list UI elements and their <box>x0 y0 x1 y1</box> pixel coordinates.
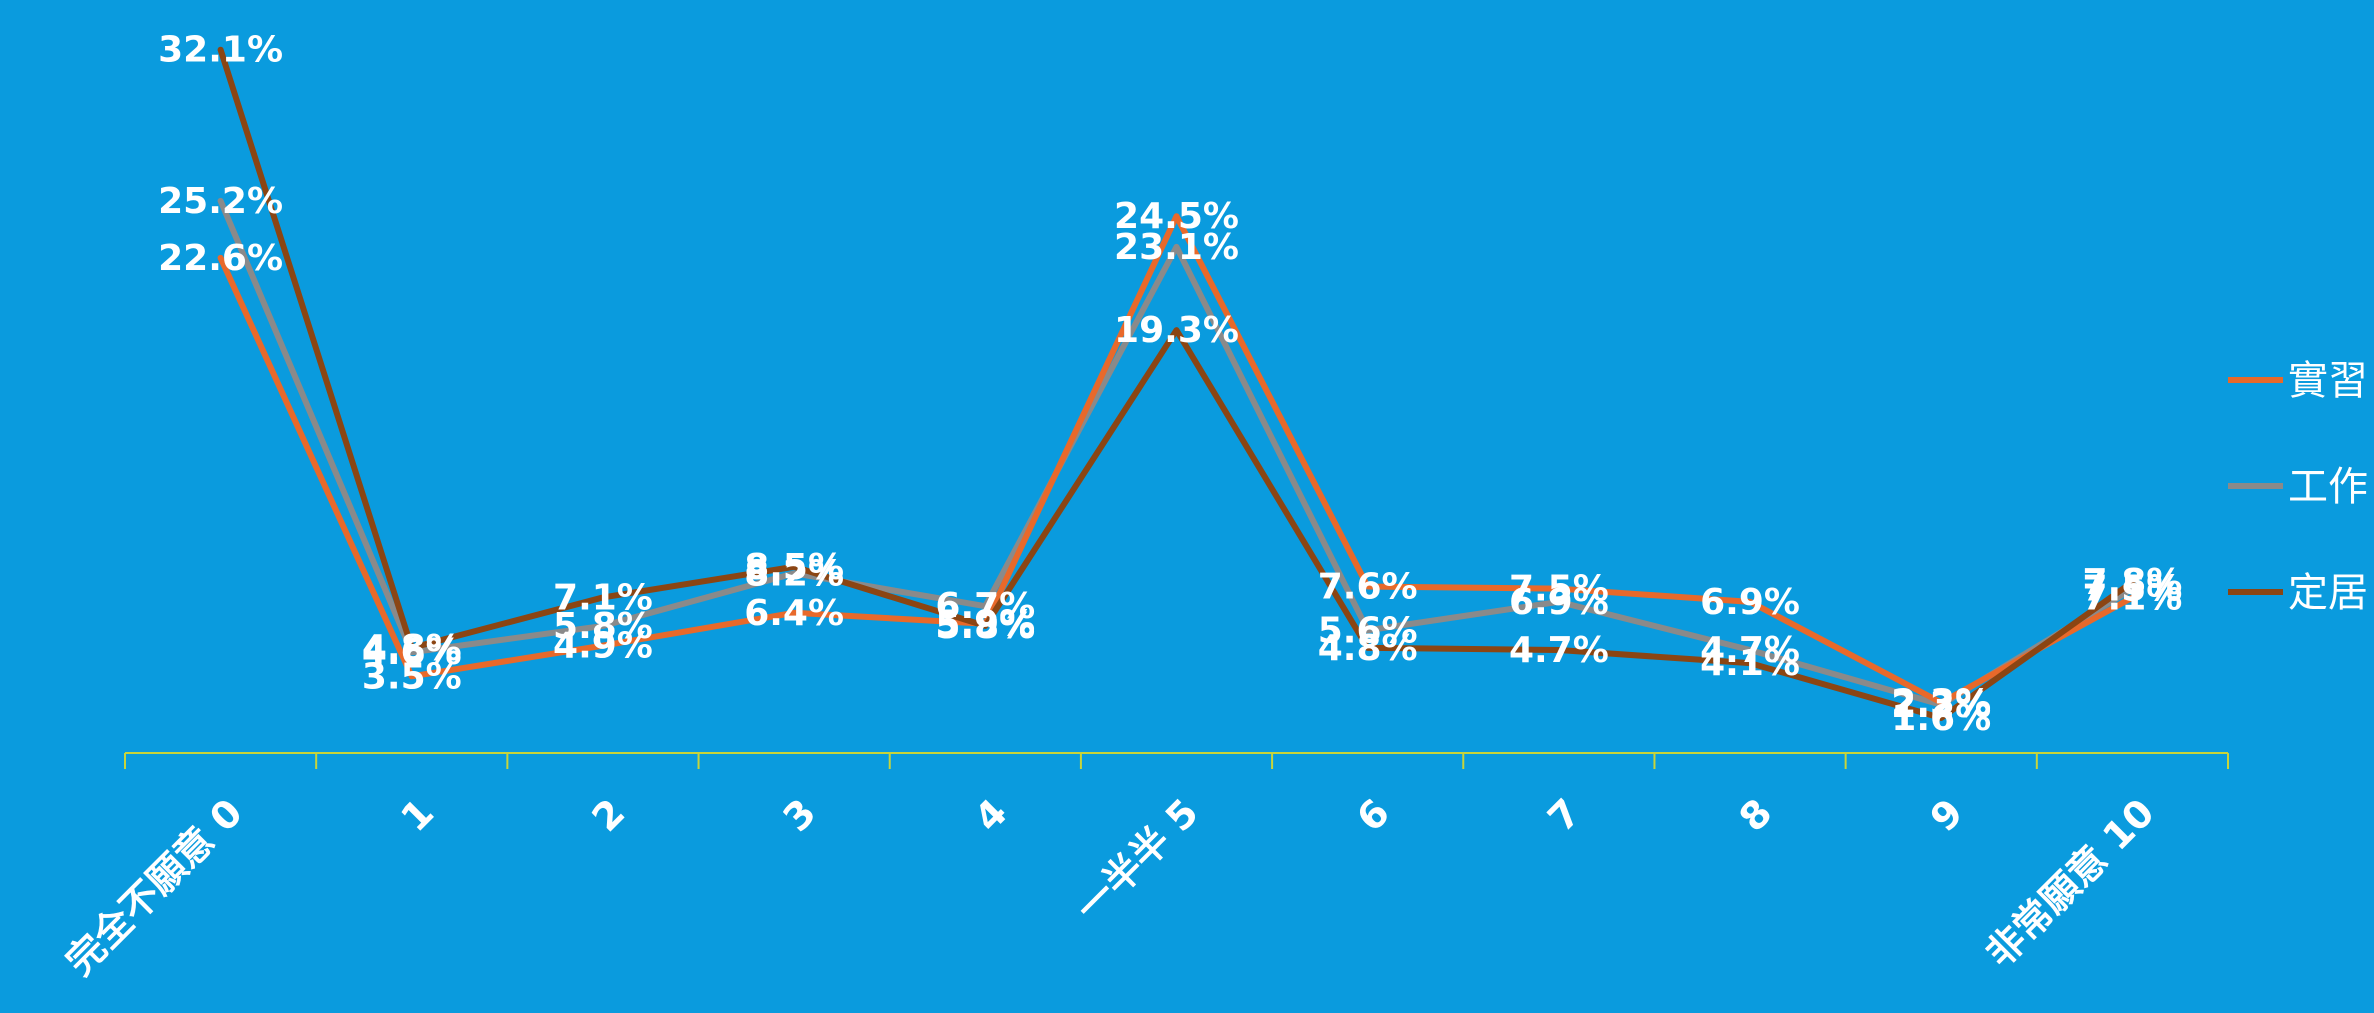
x-tick-label: 8 <box>1731 790 1781 840</box>
x-tick-label: 一半半 5 <box>1067 790 1207 930</box>
data-label: 7.5% <box>2082 569 2182 610</box>
data-label: 23.1% <box>1114 227 1239 268</box>
data-label: 8.2% <box>744 553 844 594</box>
legend-label: 工作 <box>2288 464 2368 510</box>
series-line-2 <box>217 197 2136 708</box>
x-tick-label: 6 <box>1348 790 1398 840</box>
data-label: 4.7% <box>1509 630 1609 671</box>
data-label: 7.1% <box>2082 577 2182 618</box>
data-label: 5.8% <box>935 606 1035 647</box>
data-label: 22.6% <box>158 238 283 279</box>
x-tick-label: 9 <box>1922 790 1972 840</box>
data-label: 3.5% <box>362 656 462 697</box>
x-tick-labels: 完全不願意 0 1 2 3 4 一半半 5 6 7 8 9 非常願意 10 <box>57 790 2162 984</box>
data-label: 7.8% <box>2082 562 2182 603</box>
data-label: 5.8% <box>553 606 653 647</box>
data-label: 8.5% <box>744 547 844 588</box>
data-label: 4.8% <box>362 628 462 669</box>
x-tick-label: 4 <box>966 790 1016 840</box>
x-axis <box>124 752 2229 769</box>
data-label: 4.8% <box>1318 628 1418 669</box>
data-label: 6.7% <box>935 586 1035 627</box>
data-label: 32.1% <box>158 30 283 71</box>
data-label: 2.3% <box>1891 683 1991 724</box>
data-label: 4.6% <box>362 632 462 673</box>
data-label: 6.4% <box>744 593 844 634</box>
series-line-1 <box>217 213 2136 706</box>
data-label: 4.1% <box>1700 643 1800 684</box>
legend-label: 定居 <box>2288 570 2368 616</box>
data-label: 4.9% <box>553 626 653 667</box>
data-label: 7.5% <box>1509 569 1609 610</box>
x-tick-label: 1 <box>392 790 442 840</box>
series-lines <box>217 46 2136 721</box>
x-tick-label: 2 <box>584 790 634 840</box>
x-tick-label: 完全不願意 0 <box>57 790 251 984</box>
data-label: 7.6% <box>1318 566 1418 607</box>
data-label: 1.6% <box>1891 698 1991 739</box>
data-label: 24.5% <box>1114 196 1239 237</box>
data-label: 6.9% <box>1700 582 1800 623</box>
x-tick-label: 3 <box>775 790 825 840</box>
data-label: 2.2% <box>1891 685 1991 726</box>
legend-label: 實習 <box>2288 358 2368 404</box>
x-tick-label: 7 <box>1539 790 1589 840</box>
data-labels: 22.6%3.5%4.9%6.4% 5.9%24.5%7.6% 7.5% 6.9%2.… <box>158 30 2182 739</box>
series-line-3 <box>217 46 2136 721</box>
data-label: 4.7% <box>1700 630 1800 671</box>
data-label: 6.9% <box>1509 582 1609 623</box>
data-label: 7.1% <box>553 577 653 618</box>
x-tick-label: 非常願意 10 <box>1977 790 2162 975</box>
data-label: 25.2% <box>158 181 283 222</box>
data-label: 5.9% <box>935 604 1035 645</box>
data-label: 5.6% <box>1318 610 1418 651</box>
data-label: 19.3% <box>1114 310 1239 351</box>
